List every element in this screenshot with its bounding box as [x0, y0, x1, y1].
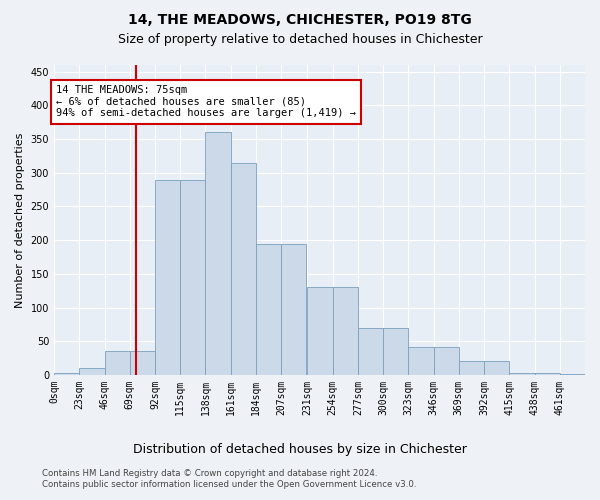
Bar [409, 346, 434, 375]
Bar [180, 180, 205, 375]
Y-axis label: Number of detached properties: Number of detached properties [15, 132, 25, 308]
Bar [560, 374, 585, 375]
Bar [535, 373, 560, 375]
Bar [230, 162, 256, 375]
Bar [307, 288, 332, 375]
Bar [484, 362, 509, 375]
Bar [509, 373, 535, 375]
Bar [459, 362, 484, 375]
Text: 14, THE MEADOWS, CHICHESTER, PO19 8TG: 14, THE MEADOWS, CHICHESTER, PO19 8TG [128, 12, 472, 26]
Text: Contains public sector information licensed under the Open Government Licence v3: Contains public sector information licen… [42, 480, 416, 489]
Bar [332, 288, 358, 375]
Text: Distribution of detached houses by size in Chichester: Distribution of detached houses by size … [133, 442, 467, 456]
Bar [434, 346, 459, 375]
Bar [79, 368, 104, 375]
Bar [104, 352, 130, 375]
Bar [205, 132, 230, 375]
Bar [54, 373, 79, 375]
Bar [358, 328, 383, 375]
Bar [383, 328, 409, 375]
Bar [281, 244, 307, 375]
Text: 14 THE MEADOWS: 75sqm
← 6% of detached houses are smaller (85)
94% of semi-detac: 14 THE MEADOWS: 75sqm ← 6% of detached h… [56, 85, 356, 118]
Bar [130, 352, 155, 375]
Text: Size of property relative to detached houses in Chichester: Size of property relative to detached ho… [118, 32, 482, 46]
Bar [256, 244, 281, 375]
Text: Contains HM Land Registry data © Crown copyright and database right 2024.: Contains HM Land Registry data © Crown c… [42, 468, 377, 477]
Bar [155, 180, 180, 375]
